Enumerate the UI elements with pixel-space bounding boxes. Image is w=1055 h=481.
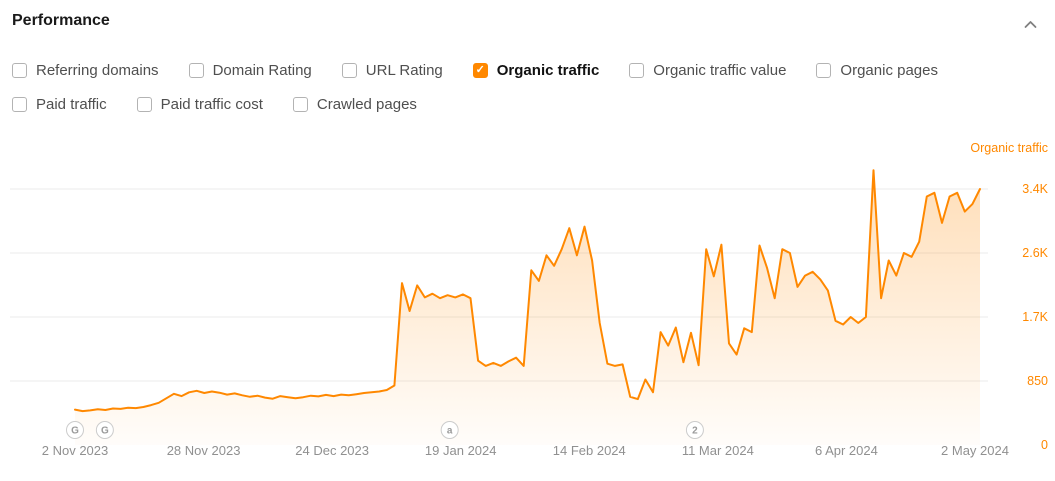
- checkbox-icon[interactable]: [816, 63, 832, 78]
- x-axis-date-label: 11 Mar 2024: [682, 443, 754, 458]
- checkbox-label: Organic pages: [840, 62, 938, 79]
- filter-checkbox-url-rating[interactable]: URL Rating: [341, 62, 443, 79]
- checkbox-label: Organic traffic: [496, 62, 600, 79]
- y-axis-tick-label: 850: [1027, 374, 1048, 388]
- filter-checkbox-referring-domains[interactable]: Referring domains: [12, 62, 159, 79]
- filter-checkbox-organic-pages[interactable]: Organic pages: [816, 62, 938, 79]
- x-axis-date-label: 24 Dec 2023: [295, 443, 369, 458]
- y-axis-tick-label: 1.7K: [1022, 310, 1048, 324]
- svg-text:2: 2: [692, 426, 698, 437]
- y-axis-tick-label: 3.4K: [1022, 182, 1048, 196]
- update-marker-g[interactable]: G: [66, 421, 84, 439]
- update-marker-a[interactable]: a: [440, 421, 459, 439]
- checkbox-label: Organic traffic value: [653, 62, 787, 79]
- checkbox-icon[interactable]: [292, 97, 308, 112]
- collapse-button[interactable]: [1019, 14, 1041, 34]
- checkbox-label: URL Rating: [365, 62, 443, 79]
- update-marker-g[interactable]: G: [95, 421, 114, 439]
- checkbox-icon[interactable]: [12, 63, 27, 78]
- svg-text:G: G: [101, 426, 109, 437]
- panel-title: Performance: [12, 12, 110, 29]
- metric-filters: Referring domains Domain Rating URL Rating…: [12, 62, 1043, 113]
- filter-row: Paid traffic Paid traffic cost Crawled pag…: [12, 96, 1043, 113]
- y-axis-tick-label: 2.6K: [1022, 246, 1048, 260]
- checkbox-icon[interactable]: [629, 63, 645, 78]
- checkbox-icon[interactable]: [136, 97, 152, 112]
- y-axis-tick-label: 0: [1041, 438, 1048, 452]
- filter-checkbox-organic-traffic-value[interactable]: Organic traffic value: [629, 62, 786, 79]
- filter-checkbox-crawled-pages[interactable]: Crawled pages: [292, 96, 417, 113]
- svg-text:G: G: [71, 426, 79, 437]
- checkbox-checked-icon[interactable]: ✓: [472, 63, 488, 78]
- checkbox-label: Paid traffic: [36, 96, 107, 113]
- checkbox-icon[interactable]: [188, 63, 204, 78]
- checkbox-label: Referring domains: [36, 62, 159, 79]
- checkbox-icon[interactable]: [341, 63, 357, 78]
- x-axis-date-label: 28 Nov 2023: [167, 443, 241, 458]
- x-axis-date-label: 2 May 2024: [941, 443, 1009, 458]
- checkbox-label: Paid traffic cost: [160, 96, 263, 113]
- filter-checkbox-paid-traffic-cost[interactable]: Paid traffic cost: [136, 96, 263, 113]
- series-legend-label: Organic traffic: [970, 141, 1048, 155]
- filter-checkbox-organic-traffic[interactable]: ✓ Organic traffic: [472, 62, 600, 79]
- filter-checkbox-domain-rating[interactable]: Domain Rating: [188, 62, 312, 79]
- svg-text:a: a: [447, 426, 453, 437]
- chevron-up-icon: [1024, 20, 1036, 28]
- organic-traffic-area: [75, 170, 980, 445]
- update-marker-2[interactable]: 2: [685, 421, 704, 439]
- checkbox-label: Domain Rating: [212, 62, 312, 79]
- x-axis-date-label: 19 Jan 2024: [425, 443, 497, 458]
- x-axis-date-label: 6 Apr 2024: [815, 443, 878, 458]
- x-axis-date-label: 14 Feb 2024: [553, 443, 626, 458]
- filter-row: Referring domains Domain Rating URL Rating…: [12, 62, 1043, 79]
- checkbox-label: Crawled pages: [316, 96, 417, 113]
- filter-checkbox-paid-traffic[interactable]: Paid traffic: [12, 96, 107, 113]
- organic-traffic-line: [74, 169, 981, 413]
- checkbox-icon[interactable]: [12, 97, 27, 112]
- x-axis-date-label: 2 Nov 2023: [42, 443, 109, 458]
